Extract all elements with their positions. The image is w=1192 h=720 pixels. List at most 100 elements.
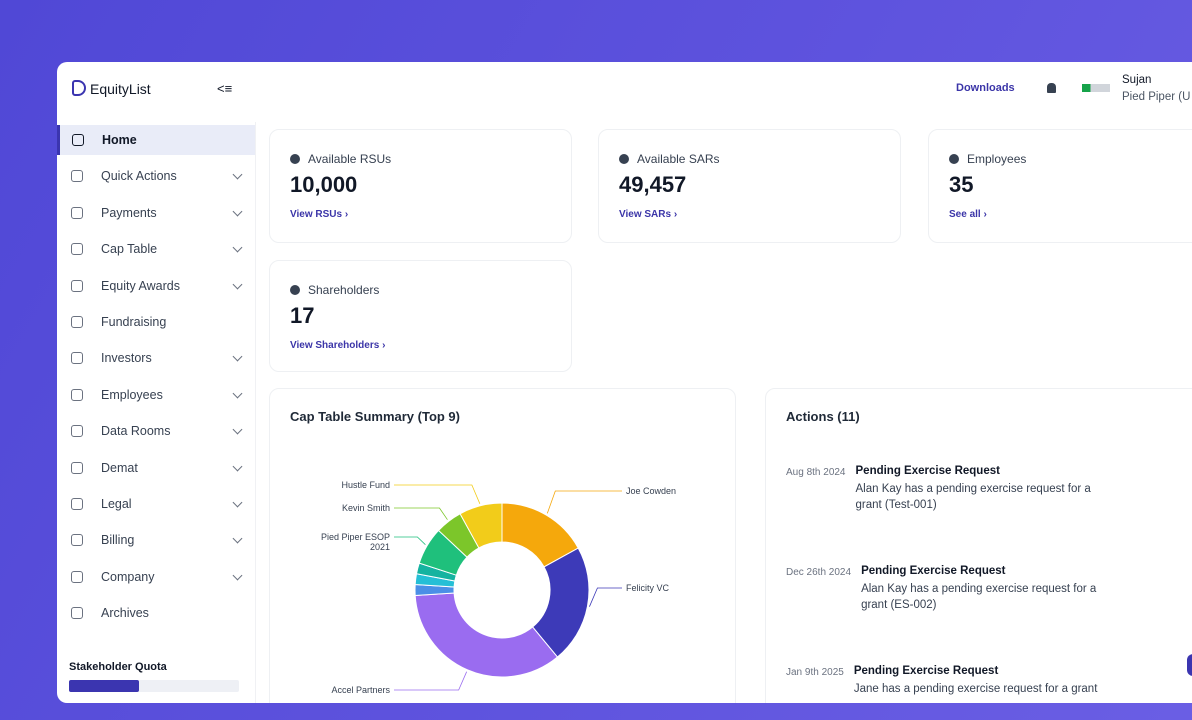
nav-label: Employees [101, 387, 163, 402]
leader-line [589, 587, 622, 607]
leader-line [546, 490, 622, 514]
nav-label: Equity Awards [101, 278, 180, 293]
nav-label: Demat [101, 460, 138, 475]
action-item: Aug 8th 2024 Pending Exercise Request Alan… [786, 465, 1114, 513]
action-date: Jan 9th 2025 [786, 667, 844, 678]
donut-segment [459, 502, 503, 549]
nav-item[interactable]: Home [57, 125, 255, 155]
action-date: Aug 8th 2024 [786, 467, 846, 478]
card-value: 49,457 [619, 172, 687, 197]
nav-icon [71, 498, 83, 510]
nav-item[interactable]: Data Rooms [57, 416, 255, 446]
card-value: 35 [949, 172, 974, 197]
card-title-text: Available SARs [637, 152, 720, 166]
action-title: Pending Exercise Request [855, 465, 1000, 477]
card-title-text: Available RSUs [308, 152, 392, 166]
card-value: 17 [290, 303, 315, 328]
nav-label: Investors [101, 351, 152, 366]
brand-name: EquityList [90, 81, 151, 97]
quota-fill [69, 680, 139, 692]
leader-line [394, 536, 426, 545]
nav-icon [71, 570, 83, 583]
downloads-link[interactable]: Downloads [956, 82, 1015, 94]
stat-card: Available SARs 49,457 View SARs › [598, 129, 901, 243]
nav-icon [71, 388, 83, 401]
app-window: EquityList <≡ Downloads Sujan Pied Piper… [57, 62, 1192, 703]
donut-chart [394, 484, 622, 691]
nav-icon [71, 279, 83, 292]
company-logo [1082, 84, 1110, 92]
card-icon [290, 154, 300, 164]
nav-label: Payments [101, 205, 157, 220]
action-date: Dec 26th 2024 [786, 567, 852, 578]
sidebar-divider [255, 122, 256, 703]
nav-label: Fundraising [101, 315, 167, 329]
nav-label: Home [102, 133, 137, 147]
nav-item[interactable]: Billing [57, 525, 255, 555]
company-name: Pied Piper (U [1122, 91, 1191, 103]
slice-label: Kevin Smith [341, 503, 390, 513]
nav-item[interactable]: Demat [57, 453, 255, 483]
brand-logo [72, 80, 86, 96]
card-icon [290, 285, 300, 295]
collapse-button[interactable]: <≡ [217, 81, 233, 96]
card-link[interactable]: See all › [949, 209, 987, 220]
card-title: Shareholders [290, 283, 379, 297]
card-title: Employees [949, 152, 1026, 166]
panel-title: Actions (11) [786, 409, 860, 424]
leader-line [394, 671, 468, 691]
leader-line [394, 484, 481, 504]
nav-icon [71, 607, 83, 620]
action-text: Alan Kay has a pending exercise request … [861, 583, 1097, 611]
help-button[interactable] [1187, 654, 1192, 676]
slice-label: Joe Cowden [626, 486, 677, 496]
card-title-text: Shareholders [308, 283, 380, 297]
nav-item[interactable]: Payments [57, 198, 255, 228]
user-name: Sujan [1122, 74, 1152, 86]
card-title: Available RSUs [290, 152, 391, 166]
nav-icon [71, 170, 83, 183]
donut-segment [414, 592, 559, 678]
card-link[interactable]: View RSUs › [290, 209, 349, 220]
nav-label: Quick Actions [101, 169, 177, 184]
action-title: Pending Exercise Request [861, 565, 1006, 577]
nav-item[interactable]: Investors [57, 343, 255, 373]
nav-item[interactable]: Legal [57, 489, 255, 519]
card-title-text: Employees [967, 152, 1027, 166]
stat-card: Available RSUs 10,000 View RSUs › [269, 129, 572, 243]
nav-icon [71, 352, 83, 365]
nav-label: Company [101, 569, 155, 584]
action-body: Pending Exercise Request Alan Kay has a p… [856, 465, 1114, 513]
actions-panel: Actions (11) Aug 8th 2024 Pending Exercis… [765, 388, 1192, 703]
nav-item[interactable]: Quick Actions [57, 161, 255, 191]
card-icon [949, 154, 959, 164]
nav-label: Archives [101, 606, 149, 621]
nav-label: Data Rooms [101, 424, 171, 439]
card-link[interactable]: View Shareholders › [290, 340, 386, 351]
nav-icon [71, 425, 83, 438]
nav-icon [71, 206, 83, 219]
bell-icon[interactable] [1047, 83, 1056, 93]
action-item: Dec 26th 2024 Pending Exercise Request Ala… [786, 565, 1119, 613]
action-text: Jane has a pending exercise request for … [853, 683, 1098, 695]
nav-icon [71, 534, 83, 547]
action-body: Pending Exercise Request Alan Kay has a p… [861, 565, 1119, 613]
card-icon [619, 154, 629, 164]
card-link[interactable]: View SARs › [619, 209, 678, 220]
action-body: Pending Exercise Request Jane has a pendi… [854, 665, 1112, 697]
nav-item[interactable]: Fundraising [57, 307, 255, 337]
slice-label: Accel Partners [331, 685, 390, 695]
nav-item[interactable]: Employees [57, 380, 255, 410]
nav-item[interactable]: Cap Table [57, 234, 255, 264]
nav-item[interactable]: Equity Awards [57, 271, 255, 301]
quota-track [69, 680, 239, 692]
card-title: Available SARs [619, 152, 720, 166]
nav-item[interactable]: Company [57, 562, 255, 592]
action-title: Pending Exercise Request [853, 665, 999, 677]
stat-card: Employees 35 See all › [928, 129, 1192, 243]
slice-label: Felicity VC [626, 583, 670, 593]
slice-label: Pied Piper ESOP 2021 [320, 532, 390, 552]
nav-item[interactable]: Archives [57, 598, 255, 628]
nav-label: Billing [101, 533, 135, 548]
